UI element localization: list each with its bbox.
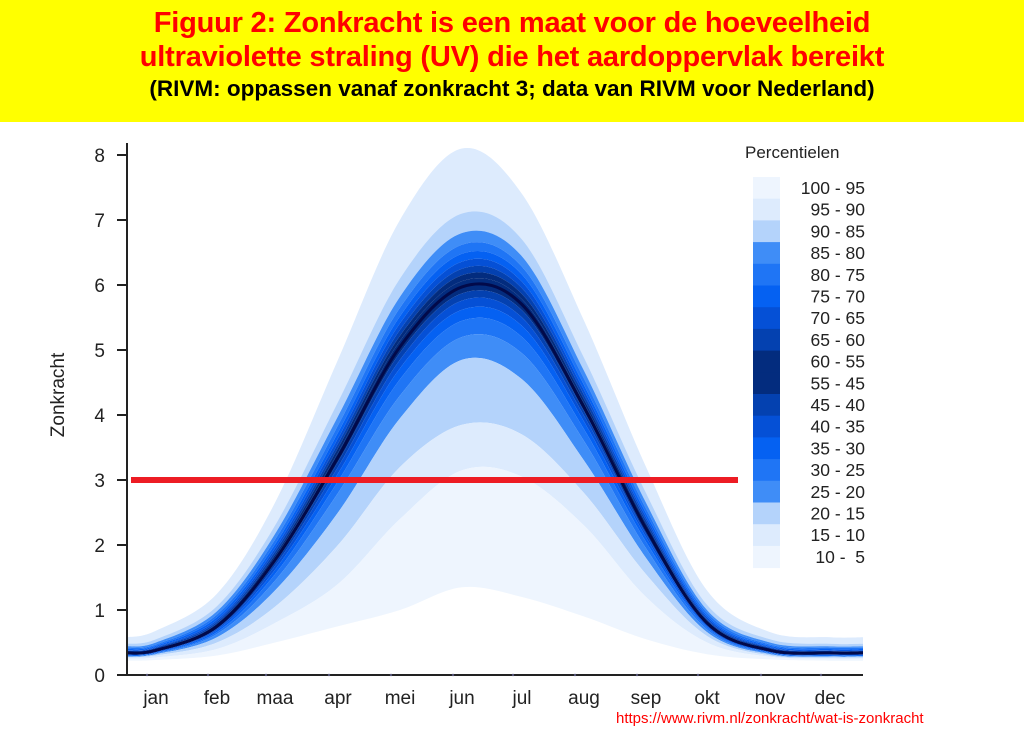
x-tick-label: mei — [385, 688, 416, 709]
x-tick-label: apr — [324, 688, 352, 709]
band-10-5 — [127, 466, 863, 661]
y-tick-label: 4 — [94, 406, 105, 427]
legend-label: 70 - 65 — [811, 308, 865, 328]
band-20-15 — [127, 357, 863, 658]
x-tick — [573, 673, 577, 677]
legend-label: 65 - 60 — [811, 330, 866, 350]
legend-swatch — [753, 220, 780, 243]
figure-subtitle: (RIVM: oppassen vanaf zonkracht 3; data … — [149, 76, 875, 101]
x-tick — [819, 673, 823, 677]
legend-label: 20 - 15 — [811, 504, 865, 524]
y-tick-label: 8 — [94, 146, 105, 167]
legend-label: 30 - 25 — [811, 460, 865, 480]
legend-label: 55 - 45 — [811, 373, 865, 393]
legend-label: 15 - 10 — [811, 525, 866, 545]
y-tick-label: 5 — [94, 341, 105, 362]
legend-label: 75 - 70 — [811, 287, 866, 307]
legend-swatch — [753, 459, 780, 482]
uv-percentile-chart: 0 1 2 3 4 5 6 7 8 jan feb maa apr mei jun jul aug sep okt n… — [48, 143, 866, 709]
legend-swatch — [753, 524, 780, 547]
x-tick — [696, 673, 700, 677]
y-tick-label: 2 — [94, 536, 105, 557]
legend-swatch — [753, 198, 780, 221]
x-tick-label: okt — [694, 688, 720, 709]
x-tick — [511, 673, 515, 677]
x-tick-label: dec — [815, 688, 846, 709]
median-line — [126, 282, 864, 655]
legend-swatch — [753, 263, 780, 286]
x-tick — [206, 673, 210, 677]
legend-label: 90 - 85 — [811, 221, 865, 241]
legend-swatch — [753, 285, 780, 308]
x-tick-label: maa — [257, 688, 294, 709]
legend-label: 60 - 55 — [811, 352, 865, 372]
x-tick — [635, 673, 639, 677]
legend-label: 100 - 95 — [801, 178, 865, 198]
x-tick-label: jun — [448, 688, 474, 709]
legend-label: 40 - 35 — [811, 417, 865, 437]
y-tick-label: 1 — [94, 601, 105, 622]
legend-swatch — [753, 394, 780, 417]
legend-swatch — [753, 437, 780, 460]
y-tick-label: 3 — [94, 471, 105, 492]
x-tick — [451, 673, 455, 677]
figure-title-line-2: ultraviolette straling (UV) die het aard… — [139, 41, 885, 73]
x-tick — [327, 673, 331, 677]
y-axis-label: Zonkracht — [48, 352, 69, 437]
legend-label: 25 - 20 — [811, 482, 866, 502]
figure-title-line-1: Figuur 2: Zonkracht is een maat voor de … — [153, 7, 871, 39]
legend-label: 95 - 90 — [811, 200, 866, 220]
legend-swatch — [753, 177, 780, 200]
axes: 0 1 2 3 4 5 6 7 8 jan feb maa apr mei jun jul aug sep okt n… — [94, 143, 863, 709]
x-tick — [389, 673, 393, 677]
x-tick-label: jul — [511, 688, 531, 709]
legend-swatch — [753, 480, 780, 503]
y-tick-label: 6 — [94, 276, 105, 297]
x-tick-label: jan — [142, 688, 168, 709]
title-banner: Figuur 2: Zonkracht is een maat voor de … — [0, 0, 1024, 122]
legend-swatch — [753, 242, 780, 265]
x-tick — [759, 673, 763, 677]
x-tick-label: feb — [204, 688, 230, 709]
x-tick-label: sep — [631, 688, 662, 709]
x-tick — [264, 673, 268, 677]
x-tick-label: aug — [568, 688, 600, 709]
legend-title: Percentielen — [745, 143, 840, 162]
y-tick-label: 0 — [94, 666, 105, 687]
legend-label: 80 - 75 — [811, 265, 865, 285]
legend-label: 45 - 40 — [811, 395, 866, 415]
legend-swatch — [753, 328, 780, 352]
legend-swatch — [753, 545, 780, 569]
legend-label: 35 - 30 — [811, 438, 866, 458]
legend-label: 10 - 5 — [815, 547, 865, 567]
percentile-bands — [127, 147, 863, 661]
legend-swatch — [753, 502, 780, 525]
legend-swatch — [753, 415, 780, 438]
legend-label: 85 - 80 — [811, 243, 866, 263]
legend-swatch — [753, 350, 780, 373]
x-tick-label: nov — [755, 688, 786, 709]
x-tick — [145, 673, 149, 677]
source-link[interactable]: https://www.rivm.nl/zonkracht/wat-is-zon… — [616, 710, 924, 727]
legend-swatch — [753, 372, 780, 395]
y-tick-label: 7 — [94, 211, 105, 232]
legend-swatch — [753, 307, 780, 330]
band-15-10 — [127, 422, 863, 659]
